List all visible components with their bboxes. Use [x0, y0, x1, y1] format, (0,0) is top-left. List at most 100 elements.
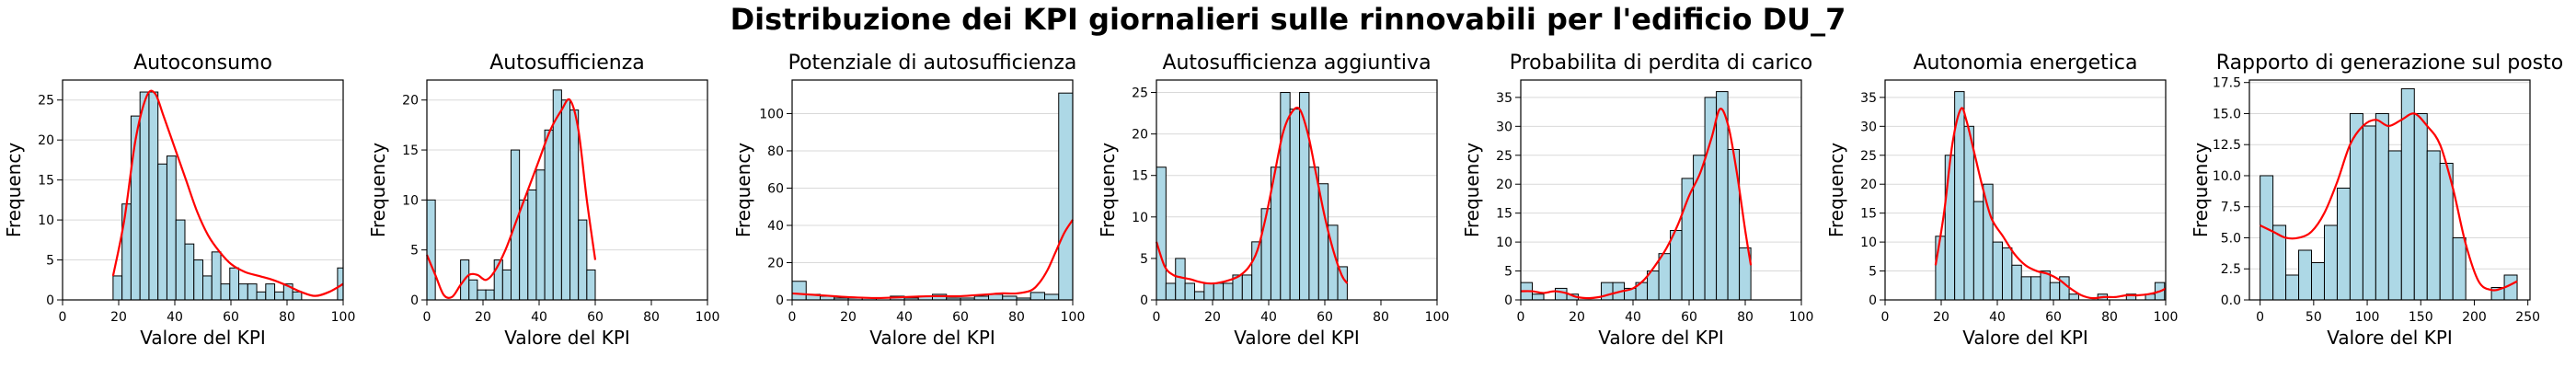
- y-tick-label: 100: [759, 107, 784, 121]
- panel-title: Autonomia energetica: [1914, 52, 2138, 75]
- histogram-panel-6: 0 20 40 60 80 100 0 5 10 15 20 25 30 35 Autonomia ener…: [1825, 52, 2178, 349]
- histogram-bar: [2298, 249, 2313, 301]
- y-tick-label: 0: [1869, 293, 1877, 308]
- histogram-bar: [2452, 236, 2467, 301]
- x-tick-label: 50: [2306, 310, 2322, 325]
- y-tick-label: 5: [46, 254, 54, 269]
- x-tick-label: 40: [1625, 310, 1641, 325]
- x-axis-label: Valore del KPI: [140, 327, 266, 349]
- histogram-panel-5: 0 20 40 60 80 100 0 5 10 15 20 25 30 35 Probabilita di…: [1461, 52, 1813, 349]
- panel-title: Autoconsumo: [133, 52, 272, 75]
- y-tick-label: 40: [767, 219, 784, 234]
- panel-title: Autosufficienza aggiuntiva: [1162, 52, 1431, 75]
- histogram-bar: [2426, 150, 2441, 301]
- histogram-bar: [2260, 175, 2274, 301]
- x-axis-label: Valore del KPI: [1962, 327, 2088, 349]
- histogram-bar: [1308, 167, 1319, 301]
- histogram-bar: [586, 269, 596, 301]
- y-tick-label: 5: [1504, 265, 1512, 280]
- histogram-bar: [1972, 201, 1984, 301]
- histogram-bar: [2020, 276, 2032, 301]
- y-tick-label: 0: [410, 293, 419, 308]
- y-tick-label: 20: [38, 133, 54, 148]
- histogram-bar: [2285, 274, 2300, 301]
- panel-title: Potenziale di autosufficienza: [788, 52, 1077, 75]
- x-tick-label: 150: [2409, 310, 2433, 325]
- x-tick-label: 40: [1989, 310, 2006, 325]
- axes-frame: [2248, 79, 2531, 301]
- axes-frame: [791, 79, 1074, 301]
- x-tick-label: 80: [279, 310, 295, 325]
- histogram-bar: [535, 169, 546, 301]
- histogram-bar: [426, 199, 436, 301]
- histogram-bar: [1681, 178, 1695, 301]
- histogram-bar: [2040, 270, 2051, 301]
- y-axis-label: Frequency: [1097, 143, 1119, 237]
- x-tick-label: 60: [223, 310, 239, 325]
- histogram-bar: [1044, 293, 1060, 301]
- x-tick-label: 60: [1681, 310, 1697, 325]
- y-axis-label: Frequency: [1825, 143, 1847, 237]
- histogram-bar: [1658, 253, 1672, 301]
- histogram-panel-7: 0 50 100 150 200 250 0.0 2.5 5.0 7.5 10.0 12.5 15.0 1…: [2190, 52, 2563, 349]
- kde-curve: [111, 89, 344, 297]
- histogram-bar: [2049, 282, 2061, 301]
- histogram-bar: [229, 267, 240, 301]
- histogram-bar: [220, 283, 231, 301]
- histogram-bar: [238, 283, 248, 301]
- x-tick-label: 60: [587, 310, 604, 325]
- histogram-bar: [112, 275, 123, 301]
- histogram-bar: [202, 275, 213, 301]
- histogram-bar: [2011, 264, 2022, 301]
- histogram-bar: [1337, 266, 1348, 301]
- histogram-bar: [1241, 274, 1253, 301]
- x-tick-label: 100: [1789, 310, 1814, 325]
- histogram-bar: [2030, 276, 2041, 301]
- x-tick-label: 100: [1061, 310, 1086, 325]
- kde-curve: [1934, 107, 2167, 300]
- y-tick-label: 25: [1860, 149, 1877, 164]
- histogram-bar: [973, 295, 989, 301]
- histogram-bar: [1184, 282, 1195, 301]
- histogram-bar: [1670, 230, 1683, 301]
- histogram-bar: [485, 289, 495, 301]
- x-tick-label: 100: [1425, 310, 1450, 325]
- y-tick-label: 30: [1496, 120, 1512, 134]
- x-tick-label: 0: [59, 310, 67, 325]
- y-tick-label: 2.5: [2221, 262, 2241, 277]
- histogram-bar: [1203, 282, 1214, 301]
- x-tick-label: 20: [840, 310, 857, 325]
- histogram-bar: [519, 199, 529, 301]
- histogram-bar: [527, 190, 537, 301]
- y-tick-label: 25: [1132, 86, 1148, 101]
- y-tick-label: 20: [1132, 128, 1148, 143]
- x-tick-label: 100: [2355, 310, 2380, 325]
- histogram-bar: [1175, 258, 1186, 301]
- x-tick-label: 60: [2045, 310, 2062, 325]
- y-tick-label: 35: [1496, 91, 1512, 106]
- y-tick-label: 15: [402, 144, 419, 158]
- y-axis-label: Frequency: [3, 143, 25, 237]
- y-tick-label: 20: [1496, 178, 1512, 192]
- y-tick-label: 20: [767, 256, 784, 270]
- x-tick-label: 20: [1933, 310, 1949, 325]
- y-tick-label: 5.0: [2221, 231, 2241, 246]
- histogram-bar: [2001, 247, 2013, 301]
- histogram-bar: [2362, 125, 2376, 301]
- histogram-bar: [1601, 282, 1614, 301]
- histogram-bar: [1156, 167, 1167, 301]
- histogram-bar: [2323, 224, 2338, 301]
- y-tick-label: 0.0: [2221, 293, 2241, 308]
- y-tick-label: 0: [46, 293, 54, 308]
- histogram-bar: [1223, 282, 1234, 301]
- histogram-bar: [1260, 208, 1271, 301]
- histogram-bar: [211, 251, 222, 301]
- x-axis-label: Valore del KPI: [2327, 327, 2453, 349]
- kde-curve: [425, 98, 597, 299]
- histogram-bar: [2068, 293, 2079, 301]
- axes-frame: [1884, 79, 2167, 301]
- y-tick-label: 5: [1140, 252, 1148, 267]
- histogram-bar: [256, 291, 267, 301]
- histogram-bar: [1058, 92, 1074, 301]
